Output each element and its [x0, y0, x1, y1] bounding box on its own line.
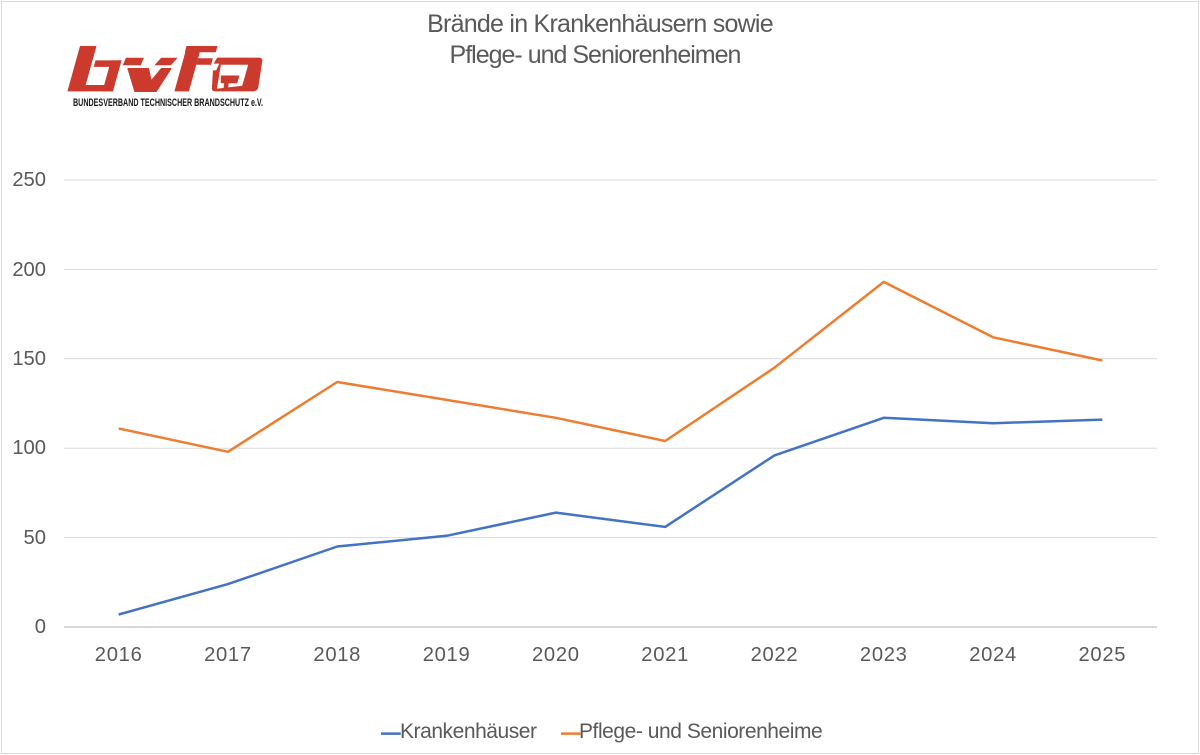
svg-text:BUNDESVERBAND TECHNISCHER BRAN: BUNDESVERBAND TECHNISCHER BRANDSCHUTZ e.…: [73, 97, 263, 109]
